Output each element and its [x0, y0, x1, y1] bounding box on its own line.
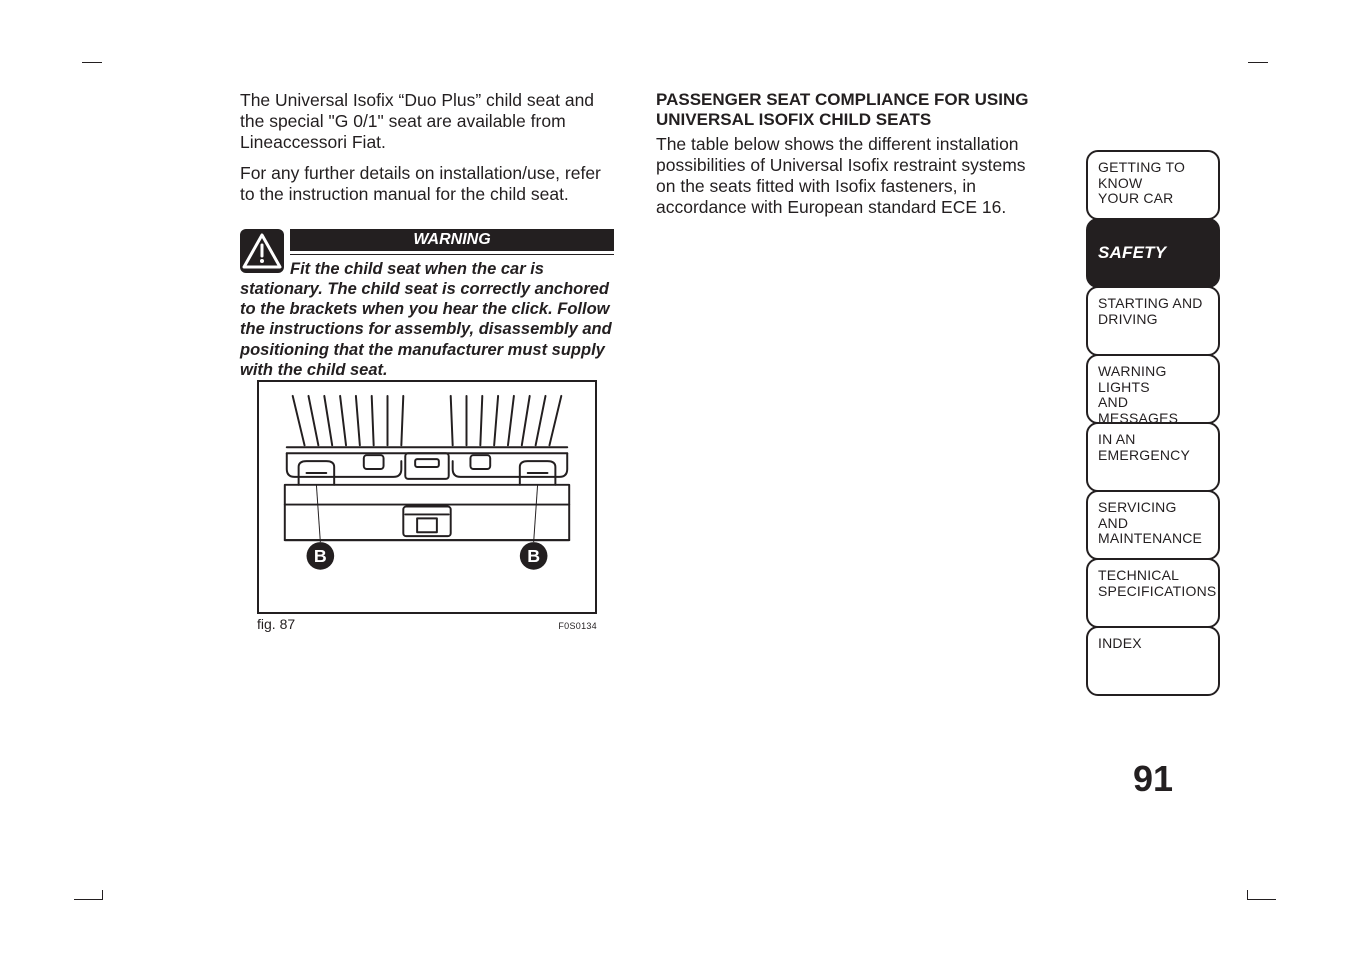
- body-paragraph: For any further details on installation/…: [240, 163, 614, 205]
- warning-block: WARNING Fit the child seat when the car …: [240, 229, 614, 380]
- crop-mark: [1248, 864, 1284, 900]
- figure-illustration: B B: [257, 380, 597, 614]
- manual-page: The Universal Isofix “Duo Plus” child se…: [0, 0, 1350, 954]
- body-paragraph: The Universal Isofix “Duo Plus” child se…: [240, 90, 614, 153]
- tab-emergency[interactable]: IN AN EMERGENCY: [1086, 422, 1220, 492]
- left-column: The Universal Isofix “Duo Plus” child se…: [240, 90, 614, 632]
- figure-marker-b: B: [527, 546, 540, 566]
- tab-technical[interactable]: TECHNICAL SPECIFICATIONS: [1086, 558, 1220, 628]
- crop-mark: [66, 62, 102, 98]
- figure-label: fig. 87: [257, 616, 295, 632]
- figure: B B fig. 87 F0S0134: [257, 380, 597, 632]
- page-number: 91: [1086, 758, 1220, 800]
- tab-getting-to-know[interactable]: GETTING TO KNOW YOUR CAR: [1086, 150, 1220, 220]
- warning-body-text: Fit the child seat when the car is stati…: [240, 260, 612, 379]
- tab-safety[interactable]: SAFETY: [1086, 218, 1220, 288]
- right-column: PASSENGER SEAT COMPLIANCE FOR USING UNIV…: [656, 90, 1030, 632]
- warning-body: Fit the child seat when the car is stati…: [240, 259, 614, 380]
- crop-mark: [1248, 62, 1284, 98]
- divider: [290, 254, 614, 255]
- tab-servicing[interactable]: SERVICING AND MAINTENANCE: [1086, 490, 1220, 560]
- figure-marker-b: B: [314, 546, 327, 566]
- warning-title: WARNING: [290, 229, 614, 251]
- chapter-tabs: GETTING TO KNOW YOUR CAR SAFETY STARTING…: [1086, 150, 1220, 694]
- content-columns: The Universal Isofix “Duo Plus” child se…: [240, 90, 1030, 632]
- crop-mark: [66, 864, 102, 900]
- warning-icon: [240, 229, 284, 273]
- figure-code: F0S0134: [558, 621, 597, 631]
- section-heading: PASSENGER SEAT COMPLIANCE FOR USING UNIV…: [656, 90, 1030, 130]
- tab-warning-lights[interactable]: WARNING LIGHTS AND MESSAGES: [1086, 354, 1220, 424]
- tab-index[interactable]: INDEX: [1086, 626, 1220, 696]
- body-paragraph: The table below shows the different inst…: [656, 134, 1030, 218]
- tab-starting-driving[interactable]: STARTING AND DRIVING: [1086, 286, 1220, 356]
